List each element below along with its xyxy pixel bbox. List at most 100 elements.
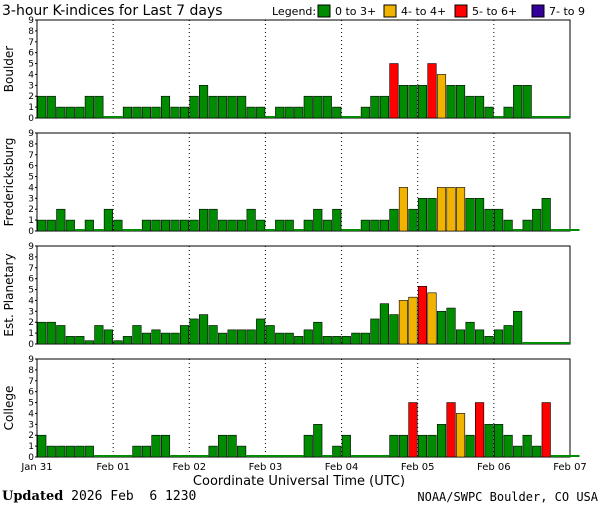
y-tick-label: 8 xyxy=(28,27,34,37)
k-bar xyxy=(465,198,475,232)
y-tick-label: 8 xyxy=(28,253,34,263)
y-tick-label: 1 xyxy=(28,216,34,226)
y-tick-label: 9 xyxy=(28,355,34,365)
k-bar xyxy=(37,434,47,458)
k-bar xyxy=(208,325,218,345)
k-bar xyxy=(103,208,113,232)
k-bar xyxy=(503,434,513,458)
k-bar xyxy=(370,95,380,119)
y-tick-label: 7 xyxy=(28,377,34,387)
k-bar xyxy=(37,95,47,119)
panel-frame xyxy=(36,245,571,345)
y-tick-label: 0 xyxy=(28,453,34,463)
x-axis-label: Coordinate Universal Time (UTC) xyxy=(193,474,405,488)
k-bar xyxy=(208,95,218,119)
k-bar xyxy=(246,106,256,119)
k-bar xyxy=(256,318,266,345)
k-bar xyxy=(455,85,466,119)
y-tick-label: 3 xyxy=(28,194,34,204)
x-tick-label: Feb 06 xyxy=(477,462,511,473)
k-bar xyxy=(408,208,418,232)
k-bar xyxy=(170,106,180,119)
k-bar xyxy=(56,106,66,119)
k-bar xyxy=(522,219,532,232)
k-bar xyxy=(141,219,152,232)
k-bar xyxy=(398,187,408,232)
k-bar xyxy=(427,434,437,458)
k-bar xyxy=(218,95,228,119)
k-bar xyxy=(303,329,313,345)
legend-text-3: 7- to 9 xyxy=(549,5,585,18)
x-tick-label: Feb 02 xyxy=(172,462,206,473)
y-tick-label: 4 xyxy=(28,409,34,419)
panels: 0123456789Boulder0123456789Fredericksbur… xyxy=(2,16,580,463)
k-bar xyxy=(303,95,313,119)
k-bar xyxy=(275,106,285,119)
k-bar xyxy=(513,311,523,345)
k-bar xyxy=(199,208,209,232)
k-bar xyxy=(199,85,209,119)
k-bar xyxy=(170,332,180,345)
legend-swatch-green xyxy=(317,4,331,18)
k-bar xyxy=(427,292,437,345)
k-bar xyxy=(446,187,456,232)
k-bar xyxy=(522,85,532,119)
k-bar xyxy=(141,445,152,458)
k-bar xyxy=(398,434,408,458)
k-bar xyxy=(503,106,513,119)
k-bar xyxy=(484,336,494,345)
x-tick-label: Feb 07 xyxy=(553,462,587,473)
k-bar xyxy=(370,219,380,232)
k-bar xyxy=(475,198,485,232)
y-tick-label: 2 xyxy=(28,92,34,102)
k-bar xyxy=(141,332,152,345)
k-bar xyxy=(322,95,332,119)
k-bar xyxy=(294,106,304,119)
k-bar xyxy=(189,95,199,119)
k-bar xyxy=(113,219,123,232)
k-bar xyxy=(332,208,342,232)
k-bar xyxy=(389,314,399,345)
legend-swatch-purple xyxy=(531,4,545,18)
y-tick-label: 0 xyxy=(28,227,34,237)
k-bar xyxy=(379,303,389,345)
k-bar xyxy=(532,208,542,232)
k-bar xyxy=(237,95,247,119)
k-bar xyxy=(151,329,161,345)
y-tick-label: 2 xyxy=(28,205,34,215)
y-tick-label: 0 xyxy=(28,114,34,124)
y-tick-label: 2 xyxy=(28,431,34,441)
k-bar xyxy=(218,332,228,345)
k-bar xyxy=(494,208,504,232)
k-bar xyxy=(436,311,447,345)
station-label: Boulder xyxy=(2,46,16,93)
k-bar xyxy=(46,321,56,345)
y-tick-label: 3 xyxy=(28,81,34,91)
k-bar xyxy=(513,85,523,119)
k-bar xyxy=(179,325,190,345)
k-bar xyxy=(237,445,247,458)
k-bar xyxy=(84,445,94,458)
y-tick-label: 3 xyxy=(28,420,34,430)
k-bar xyxy=(103,329,113,345)
k-index-chart: 3-hour K-indices for Last 7 days Legend:… xyxy=(2,3,587,488)
y-tick-label: 4 xyxy=(28,70,34,80)
y-tick-label: 9 xyxy=(28,16,34,26)
k-bar xyxy=(170,219,180,232)
y-tick-label: 9 xyxy=(28,242,34,252)
k-bar xyxy=(237,329,247,345)
k-bar xyxy=(484,424,494,458)
y-tick-label: 2 xyxy=(28,318,34,328)
k-bar xyxy=(494,424,504,458)
k-bar xyxy=(227,434,237,458)
y-tick-label: 4 xyxy=(28,296,34,306)
y-tick-label: 5 xyxy=(28,60,34,70)
updated-label: Updated xyxy=(2,489,64,504)
k-bar xyxy=(360,219,370,232)
k-bar xyxy=(189,219,199,232)
k-bar xyxy=(46,445,56,458)
y-tick-label: 7 xyxy=(28,38,34,48)
legend: Legend: 0 to 3+ 4- to 4+ 5- to 6+ 7- to … xyxy=(272,4,585,18)
